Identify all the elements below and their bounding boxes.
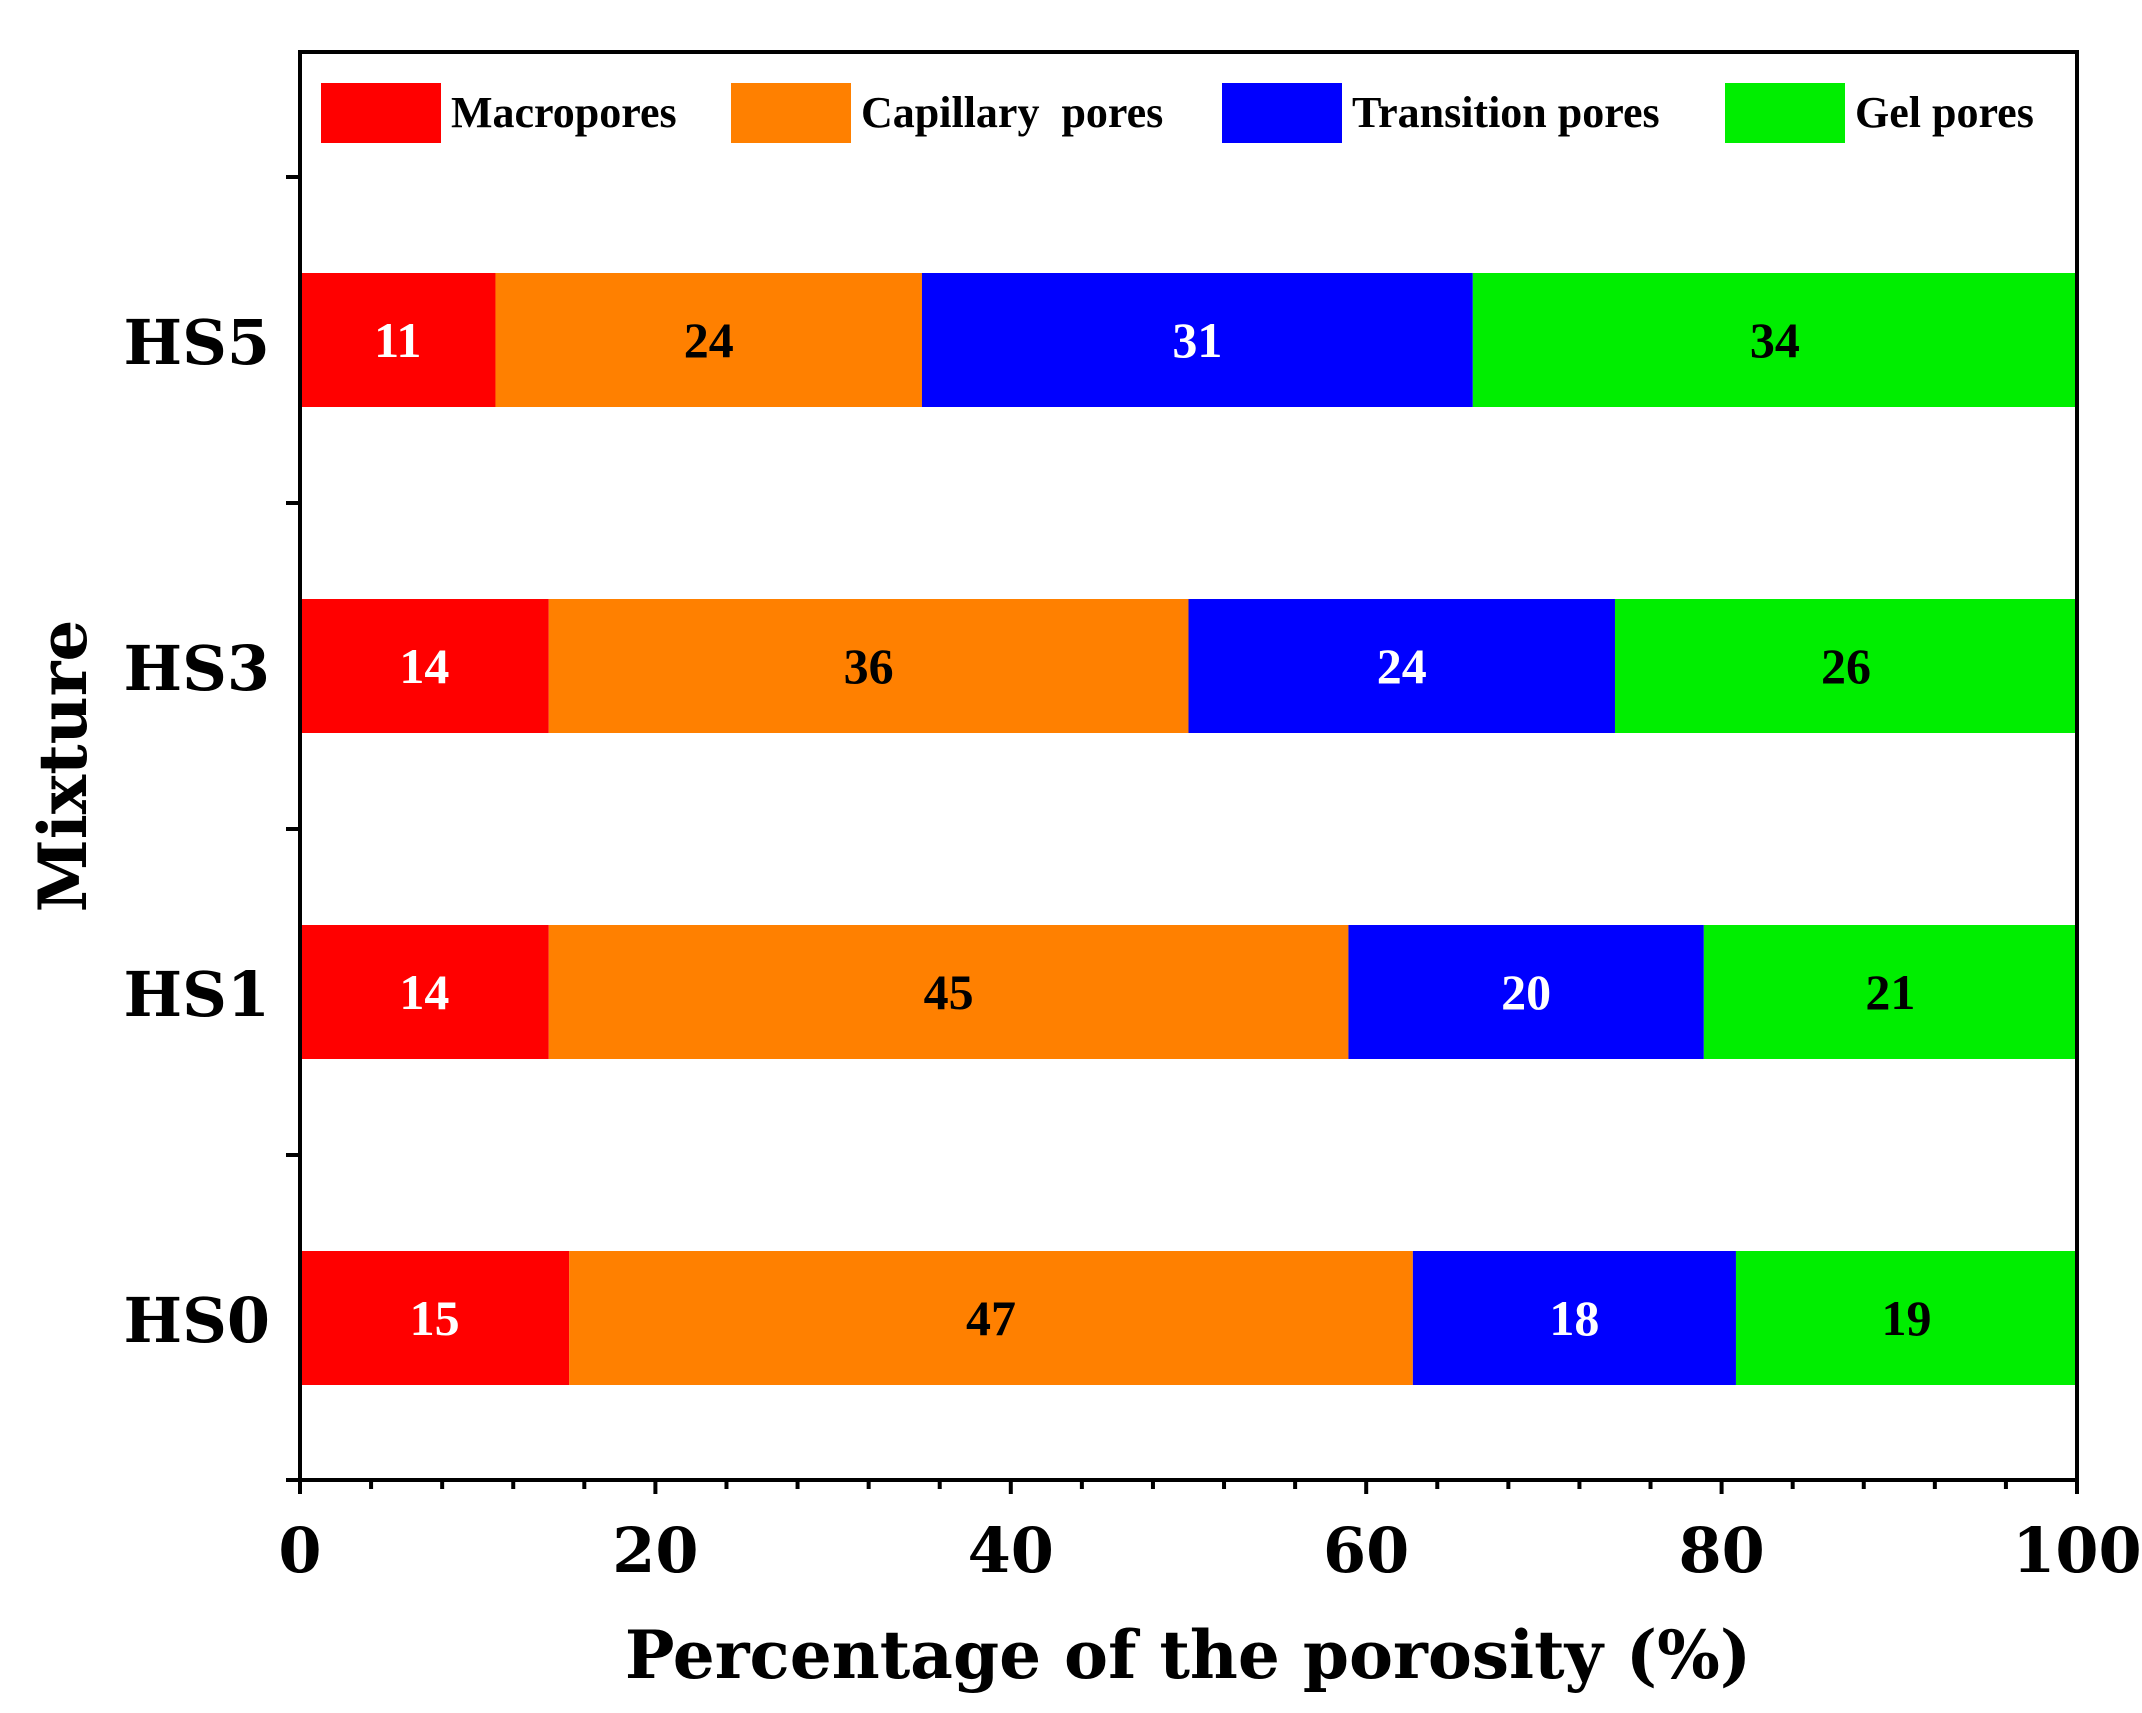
bars-group: 15 47 18 19 14 45 20 21 14 36 24 26 11 24 31 34 bbox=[300, 273, 2077, 1385]
bar-label-hs3-3: 24 bbox=[1377, 638, 1427, 694]
bar-hs3-2 bbox=[548, 599, 1189, 733]
x-tick-label: 20 bbox=[612, 1514, 698, 1587]
legend-label-1: Macropores bbox=[451, 88, 677, 137]
bar-hs1-3 bbox=[1348, 925, 1704, 1059]
x-tick-label: 80 bbox=[1678, 1514, 1764, 1587]
x-axis-ticks: 0 20 40 60 80 100 bbox=[278, 1480, 2142, 1587]
bar-label-hs5-3: 31 bbox=[1172, 312, 1222, 368]
bar-hs0-4 bbox=[1735, 1251, 2077, 1385]
bar-hs5-1 bbox=[300, 273, 496, 407]
bar-label-hs5-4: 34 bbox=[1750, 312, 1800, 368]
legend-label-2: Capillary pores bbox=[861, 88, 1163, 137]
y-tick-label-hs5: HS5 bbox=[124, 306, 271, 379]
bar-label-hs0-4: 19 bbox=[1881, 1290, 1931, 1346]
y-tick-label-hs1: HS1 bbox=[124, 958, 271, 1031]
y-axis-ticks: HS0 HS1 HS3 HS5 bbox=[124, 175, 300, 1482]
bar-hs1-2 bbox=[548, 925, 1349, 1059]
plot-frame bbox=[298, 50, 2079, 1482]
y-tick-label-hs0: HS0 bbox=[124, 1284, 271, 1357]
legend-label-4: Gel pores bbox=[1855, 88, 2034, 137]
bar-hs5-3 bbox=[921, 273, 1473, 407]
legend-label-3: Transition pores bbox=[1352, 88, 1660, 137]
bar-hs1-4 bbox=[1703, 925, 2077, 1059]
x-tick-label: 0 bbox=[278, 1514, 321, 1587]
legend-swatch-2 bbox=[731, 83, 851, 143]
bar-label-hs5-1: 11 bbox=[374, 312, 421, 368]
x-tick-label: 60 bbox=[1323, 1514, 1409, 1587]
legend-swatch-4 bbox=[1725, 83, 1845, 143]
bar-label-hs3-2: 36 bbox=[844, 638, 894, 694]
bar-hs0-3 bbox=[1412, 1251, 1736, 1385]
bar-label-hs0-2: 47 bbox=[966, 1290, 1016, 1346]
bar-label-hs0-1: 15 bbox=[410, 1290, 460, 1346]
legend-swatch-3 bbox=[1222, 83, 1342, 143]
bar-label-hs0-3: 18 bbox=[1549, 1290, 1599, 1346]
bar-hs3-1 bbox=[300, 599, 549, 733]
bar-label-hs1-1: 14 bbox=[399, 964, 449, 1020]
bar-hs0-1 bbox=[300, 1251, 570, 1385]
bar-label-hs3-4: 26 bbox=[1821, 638, 1871, 694]
bar-hs3-4 bbox=[1614, 599, 2077, 733]
bar-label-hs1-3: 20 bbox=[1501, 964, 1551, 1020]
legend: Macropores Capillary pores Transition pore… bbox=[321, 83, 2034, 143]
x-axis-title: Percentage of the porosity (%) bbox=[625, 1616, 1751, 1694]
bar-label-hs3-1: 14 bbox=[399, 638, 449, 694]
y-axis-title: Mixture bbox=[24, 620, 102, 913]
bar-hs1-1 bbox=[300, 925, 549, 1059]
bar-hs3-3 bbox=[1188, 599, 1615, 733]
x-tick-label: 100 bbox=[2012, 1514, 2141, 1587]
bar-label-hs5-2: 24 bbox=[684, 312, 734, 368]
bar-hs0-2 bbox=[569, 1251, 1413, 1385]
bar-hs5-2 bbox=[495, 273, 922, 407]
bar-hs5-4 bbox=[1472, 273, 2077, 407]
bar-label-hs1-2: 45 bbox=[924, 964, 974, 1020]
y-tick-label-hs3: HS3 bbox=[124, 632, 271, 705]
x-tick-label: 40 bbox=[968, 1514, 1054, 1587]
bar-label-hs1-4: 21 bbox=[1865, 964, 1915, 1020]
legend-swatch-1 bbox=[321, 83, 441, 143]
